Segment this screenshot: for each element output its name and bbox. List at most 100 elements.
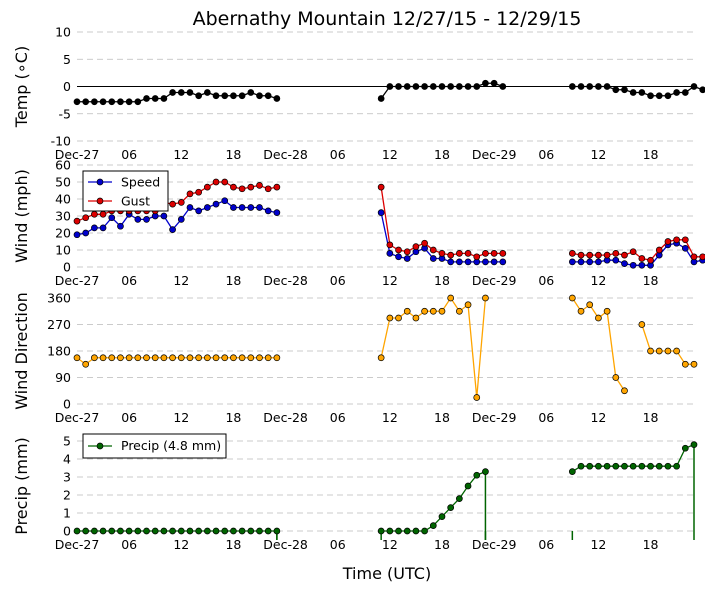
data-point — [273, 183, 281, 191]
data-point — [186, 204, 194, 211]
data-point — [482, 79, 489, 87]
data-point — [586, 83, 594, 90]
y-tick-label: -5 — [59, 106, 71, 121]
x-tick-label: Dec-28 — [263, 147, 308, 162]
data-point — [577, 462, 585, 470]
data-point — [647, 462, 654, 470]
data-point — [629, 89, 637, 96]
data-point — [212, 200, 220, 208]
data-point — [638, 462, 646, 470]
data-point — [690, 253, 698, 261]
data-point — [169, 354, 176, 362]
y-axis-label: Wind Direction — [12, 292, 31, 410]
data-point — [169, 200, 176, 208]
data-point — [568, 294, 576, 302]
x-tick-label: 18 — [434, 147, 450, 162]
x-tick-label: 18 — [434, 410, 450, 425]
data-point — [99, 98, 107, 106]
data-point — [621, 251, 628, 259]
data-point — [134, 98, 142, 106]
data-point — [612, 250, 620, 257]
data-point — [403, 248, 411, 256]
x-tick-label: Dec-29 — [472, 273, 517, 288]
data-point — [673, 462, 680, 470]
x-tick-label: Dec-28 — [263, 273, 308, 288]
data-point — [247, 204, 255, 211]
data-point — [73, 354, 81, 362]
data-point — [386, 527, 394, 535]
y-tick-label: 0 — [63, 524, 71, 539]
data-point — [73, 217, 81, 225]
data-point — [577, 251, 585, 259]
data-point — [177, 89, 185, 96]
data-point — [247, 89, 255, 96]
x-tick-label: 12 — [382, 147, 398, 162]
data-point — [230, 527, 237, 535]
data-point — [377, 95, 385, 102]
data-point — [73, 231, 81, 239]
data-point — [204, 354, 211, 362]
x-tick-label: 12 — [590, 537, 606, 552]
x-tick-label: 18 — [225, 410, 241, 425]
y-axis-label: Precip (mm) — [12, 437, 31, 535]
legend-label: Precip (4.8 mm) — [121, 438, 221, 453]
data-point — [186, 527, 194, 535]
data-point — [586, 462, 594, 470]
data-point — [99, 224, 107, 232]
panel-temp: -10 -5 0 5 10 Dec-27 06 12 18 Dec-28 06 12 18 Dec-29 0… — [12, 25, 705, 162]
data-point — [273, 95, 281, 102]
series-line — [572, 239, 703, 261]
data-point — [482, 258, 489, 266]
data-point — [256, 527, 263, 535]
data-point — [403, 83, 411, 90]
x-tick-label: 12 — [173, 273, 189, 288]
data-point — [247, 354, 255, 362]
data-point — [621, 260, 628, 267]
data-point — [447, 294, 455, 302]
x-tick-label: 06 — [538, 410, 554, 425]
data-point — [256, 354, 263, 362]
data-point — [586, 258, 594, 266]
data-point — [490, 250, 498, 257]
data-point — [230, 183, 237, 191]
legend-marker — [96, 442, 104, 450]
y-tick-label: 5 — [63, 434, 71, 449]
data-point — [421, 527, 428, 535]
data-point — [108, 354, 116, 362]
data-point — [612, 86, 620, 94]
data-point — [151, 527, 159, 535]
data-point — [99, 354, 107, 362]
data-point — [177, 527, 185, 535]
data-point — [638, 261, 646, 269]
data-point — [612, 374, 620, 381]
data-point — [681, 236, 689, 244]
x-tick-label: Dec-27 — [55, 273, 100, 288]
data-point — [655, 92, 663, 100]
data-point — [412, 314, 420, 322]
data-point — [238, 527, 246, 535]
data-point — [273, 354, 281, 362]
data-point — [690, 360, 698, 368]
data-point — [699, 86, 705, 94]
data-point — [195, 354, 203, 362]
data-point — [629, 248, 637, 256]
data-point — [91, 98, 98, 106]
data-point — [412, 83, 420, 90]
x-tick-label: 18 — [225, 147, 241, 162]
x-tick-label: Dec-27 — [55, 410, 100, 425]
data-point — [664, 92, 672, 100]
data-point — [160, 95, 168, 102]
data-point — [490, 79, 498, 87]
data-point — [91, 354, 98, 362]
x-tick-label: Dec-27 — [55, 147, 100, 162]
data-point — [647, 256, 654, 264]
data-point — [134, 354, 142, 362]
data-point — [473, 394, 481, 401]
data-point — [230, 204, 237, 211]
x-tick-label: 18 — [643, 410, 659, 425]
data-point — [204, 527, 211, 535]
y-tick-label: 10 — [55, 243, 71, 258]
data-point — [247, 527, 255, 535]
data-point — [91, 527, 98, 535]
